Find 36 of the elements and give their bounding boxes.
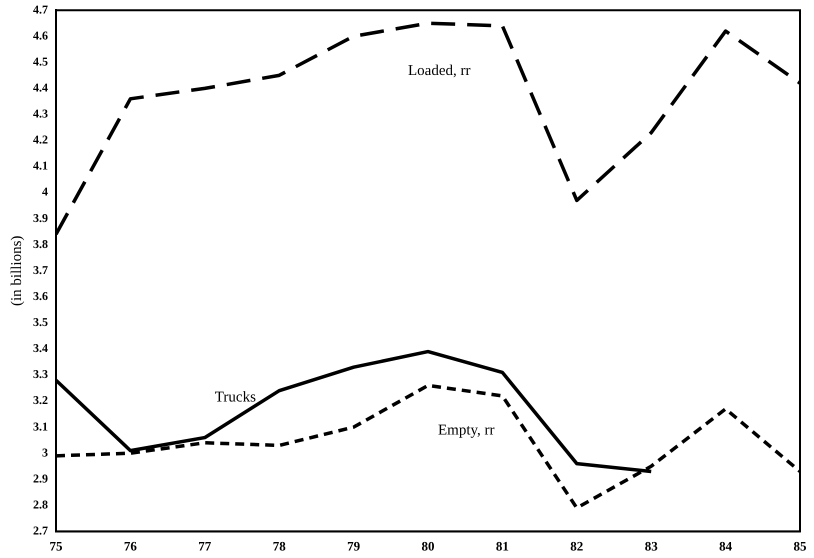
x-tick-label: 80 <box>422 538 434 554</box>
y-tick-label: 3.9 <box>33 210 48 225</box>
y-tick-label: 3.5 <box>33 315 48 330</box>
y-tick-label: 4.6 <box>33 28 48 42</box>
y-tick-label: 3.3 <box>33 367 48 382</box>
y-tick-label: 3.8 <box>33 236 48 251</box>
x-tick-label: 84 <box>719 538 733 554</box>
x-tick-label: 78 <box>272 538 286 554</box>
y-tick-label: 4.4 <box>33 80 48 94</box>
y-tick-label: 4.1 <box>33 158 48 173</box>
y-tick-label: 2.7 <box>33 523 48 538</box>
y-tick-label: 3.6 <box>33 288 48 303</box>
x-tick-label: 76 <box>124 538 138 554</box>
x-tick-label: 79 <box>347 538 361 554</box>
y-tick-label: 4 <box>42 184 48 199</box>
x-tick-label: 81 <box>496 538 509 554</box>
x-tick-label: 85 <box>794 538 807 554</box>
y-tick-label: 2.9 <box>33 471 48 486</box>
y-tick-label: 4.5 <box>33 54 48 68</box>
series-label: Empty, rr <box>438 422 495 438</box>
y-axis-title: (in billions) <box>8 236 25 306</box>
x-tick-label: 83 <box>644 538 658 554</box>
y-tick-label: 3.1 <box>33 419 48 434</box>
x-tick-label: 82 <box>570 538 584 554</box>
x-tick-label: 75 <box>50 538 63 554</box>
series-label: Trucks <box>214 390 256 406</box>
y-tick-label: 3 <box>42 445 48 460</box>
text: Loaded, rr <box>408 63 470 80</box>
y-tick-label: 4.7 <box>33 2 48 16</box>
y-tick-label: 4.2 <box>33 132 48 147</box>
y-tick-label: 3.2 <box>33 393 48 408</box>
y-tick-label: 3.4 <box>33 341 48 356</box>
x-tick-label: 77 <box>198 538 212 554</box>
y-tick-label: 2.8 <box>33 497 48 512</box>
y-tick-label: 3.7 <box>33 262 48 277</box>
y-tick-label: 4.3 <box>33 106 48 121</box>
